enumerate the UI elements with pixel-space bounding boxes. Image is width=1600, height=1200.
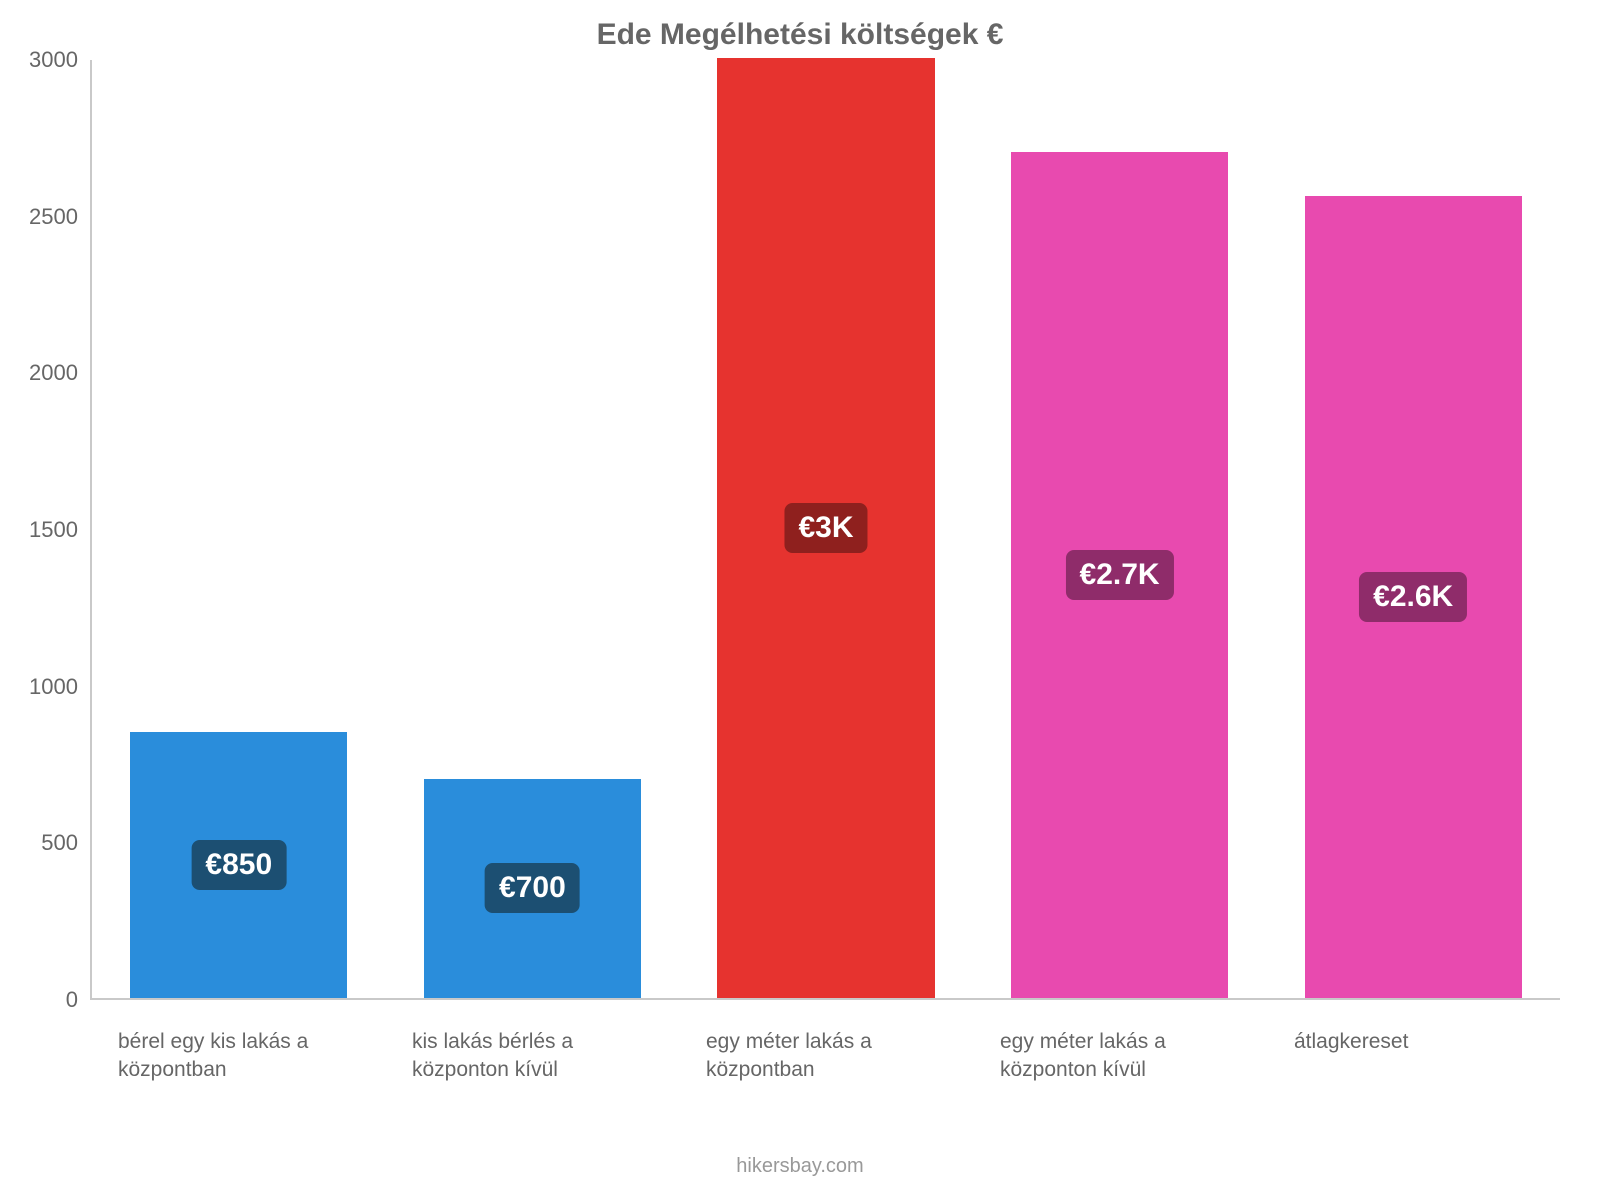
bar-value-label: €700 bbox=[485, 863, 580, 913]
bars-container: €850 €700 €3K €2.7K €2.6K bbox=[92, 60, 1560, 998]
ytick-4: 2000 bbox=[0, 360, 90, 386]
bar-slot: €2.6K bbox=[1266, 60, 1560, 998]
bar-slot: €2.7K bbox=[973, 60, 1267, 998]
ytick-0: 0 bbox=[0, 987, 90, 1013]
x-axis-labels: bérel egy kis lakás a központban kis lak… bbox=[90, 1010, 1560, 1085]
x-label: egy méter lakás a központon kívül bbox=[972, 1010, 1266, 1085]
bar-sqm-center: €3K bbox=[717, 58, 934, 998]
bar-rent-outside: €700 bbox=[424, 779, 641, 998]
bar-sqm-outside: €2.7K bbox=[1011, 152, 1228, 998]
x-label: átlagkereset bbox=[1266, 1010, 1560, 1085]
bar-slot: €3K bbox=[679, 60, 973, 998]
chart-title: Ede Megélhetési költségek € bbox=[0, 18, 1600, 52]
bar-value-label: €2.6K bbox=[1359, 572, 1467, 622]
x-label: kis lakás bérlés a központon kívül bbox=[384, 1010, 678, 1085]
ytick-6: 3000 bbox=[0, 47, 90, 73]
bar-slot: €850 bbox=[92, 60, 386, 998]
ytick-3: 1500 bbox=[0, 517, 90, 543]
bar-value-label: €2.7K bbox=[1066, 550, 1174, 600]
bar-value-label: €850 bbox=[191, 840, 286, 890]
bar-slot: €700 bbox=[386, 60, 680, 998]
x-label: egy méter lakás a központban bbox=[678, 1010, 972, 1085]
cost-of-living-chart: Ede Megélhetési költségek € 0 500 1000 1… bbox=[0, 0, 1600, 1200]
ytick-1: 500 bbox=[0, 830, 90, 856]
plot-area: €850 €700 €3K €2.7K €2.6K bbox=[90, 60, 1560, 1000]
ytick-5: 2500 bbox=[0, 204, 90, 230]
x-label: bérel egy kis lakás a központban bbox=[90, 1010, 384, 1085]
bar-value-label: €3K bbox=[784, 503, 867, 553]
chart-footer: hikersbay.com bbox=[0, 1155, 1600, 1178]
ytick-2: 1000 bbox=[0, 674, 90, 700]
bar-avg-salary: €2.6K bbox=[1305, 196, 1522, 998]
bar-rent-center: €850 bbox=[130, 732, 347, 998]
